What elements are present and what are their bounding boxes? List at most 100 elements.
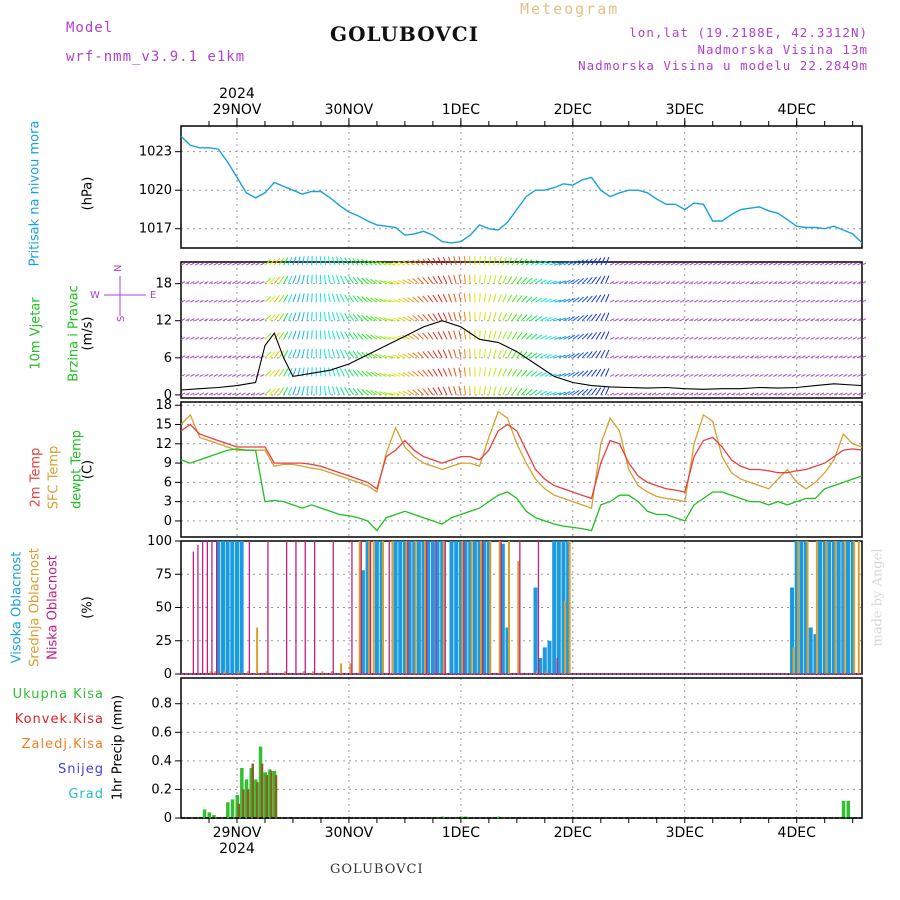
wind-barb [255, 299, 260, 303]
wind-barb [614, 336, 620, 340]
wind-barb [185, 318, 190, 322]
wind-barb [843, 355, 848, 359]
wind-barb [370, 389, 378, 396]
wind-barb [365, 370, 373, 377]
wind-barb [726, 281, 731, 285]
wind-barb [388, 262, 396, 266]
wind-barb [297, 386, 301, 396]
wind-barb [857, 336, 862, 340]
wind-barb [754, 299, 759, 303]
wind-barb [707, 299, 713, 303]
cloud-bar [442, 541, 445, 674]
wind-barb [331, 293, 336, 303]
y-tick-label: 0.2 [151, 782, 172, 797]
wind-barb [591, 369, 597, 377]
wind-barb [609, 281, 615, 285]
wind-barb [427, 257, 434, 266]
wind-barb [292, 330, 297, 340]
wind-barb [511, 276, 518, 284]
wind-barb [703, 373, 708, 377]
wind-barb [453, 293, 457, 303]
wind-barb [791, 318, 797, 322]
wind-barb [595, 350, 602, 359]
wind-barb [437, 387, 443, 396]
wind-barb [614, 262, 620, 266]
cloud-bar [790, 587, 794, 674]
wind-barb [605, 275, 610, 284]
cloud-bar [797, 541, 800, 674]
cloud-bar [321, 671, 324, 674]
wind-barb [698, 318, 703, 322]
wind-barb [448, 367, 452, 377]
wind-barb [833, 336, 839, 340]
wind-barb [801, 355, 806, 359]
cloud-bar [216, 541, 218, 674]
wind-barb [689, 336, 694, 340]
wind-barb [232, 373, 237, 377]
wind-barb [397, 261, 406, 266]
wind-barb [194, 299, 200, 303]
cloud-bar [425, 541, 428, 674]
wind-barb [763, 262, 769, 266]
wind-barb [301, 293, 305, 303]
wind-barb [717, 318, 722, 322]
wind-barb [516, 387, 523, 396]
wind-barb [801, 336, 806, 340]
wind-barb [374, 334, 382, 340]
wind-barb [422, 295, 429, 303]
direction-n: N [113, 265, 124, 272]
wind-barb [595, 368, 602, 377]
wind-barb [600, 368, 606, 377]
wind-barb [422, 258, 429, 266]
wind-barb [759, 373, 764, 377]
y-tick-label: 100 [147, 534, 172, 549]
wind-barb [327, 348, 331, 358]
wind-barb [493, 349, 497, 358]
wind-barb [301, 311, 305, 321]
wind-barb [693, 299, 699, 303]
cloud-bar [256, 627, 259, 674]
wind-barb [619, 299, 624, 303]
wind-barb [782, 281, 787, 285]
wind-barb [698, 262, 703, 266]
wind-barb [493, 367, 497, 377]
wind-barb [670, 336, 676, 340]
wind-barb [218, 281, 223, 285]
wind-barb [843, 299, 848, 303]
wind-barb [707, 373, 713, 377]
wind-barb [232, 355, 237, 359]
wind-barb [208, 262, 214, 266]
wind-barb [824, 355, 829, 359]
wind-barb [698, 373, 703, 377]
wind-barb [493, 274, 497, 284]
wind-barb [581, 388, 589, 396]
precip-bar-convective [237, 803, 240, 818]
wind-barb [679, 336, 685, 340]
cloud-bar [536, 671, 538, 674]
cloud-bar [508, 541, 510, 674]
precip-bar-total [496, 816, 501, 818]
wind-barb [273, 350, 280, 359]
wind-barb [488, 348, 492, 358]
wind-barb [319, 385, 322, 395]
cloud-bar [202, 541, 204, 674]
wind-barb [311, 274, 313, 284]
wind-barb [479, 311, 481, 321]
wind-barb [861, 262, 867, 266]
wind-barb [721, 262, 727, 266]
wind-barb [432, 294, 438, 303]
wind-barb [675, 355, 680, 359]
cloud-bar [216, 541, 221, 674]
wind-barb [740, 336, 745, 340]
wind-barb [331, 312, 336, 321]
wind-barb [731, 392, 736, 396]
wind-barb [852, 373, 857, 377]
wind-barb [194, 355, 200, 359]
wind-barb [180, 262, 186, 266]
cloud-bar [500, 543, 505, 674]
wind-barb [374, 353, 382, 359]
wind-barb [511, 313, 518, 321]
wind-barb [236, 355, 242, 359]
cloud-bar [458, 541, 463, 674]
wind-barb [241, 262, 246, 266]
